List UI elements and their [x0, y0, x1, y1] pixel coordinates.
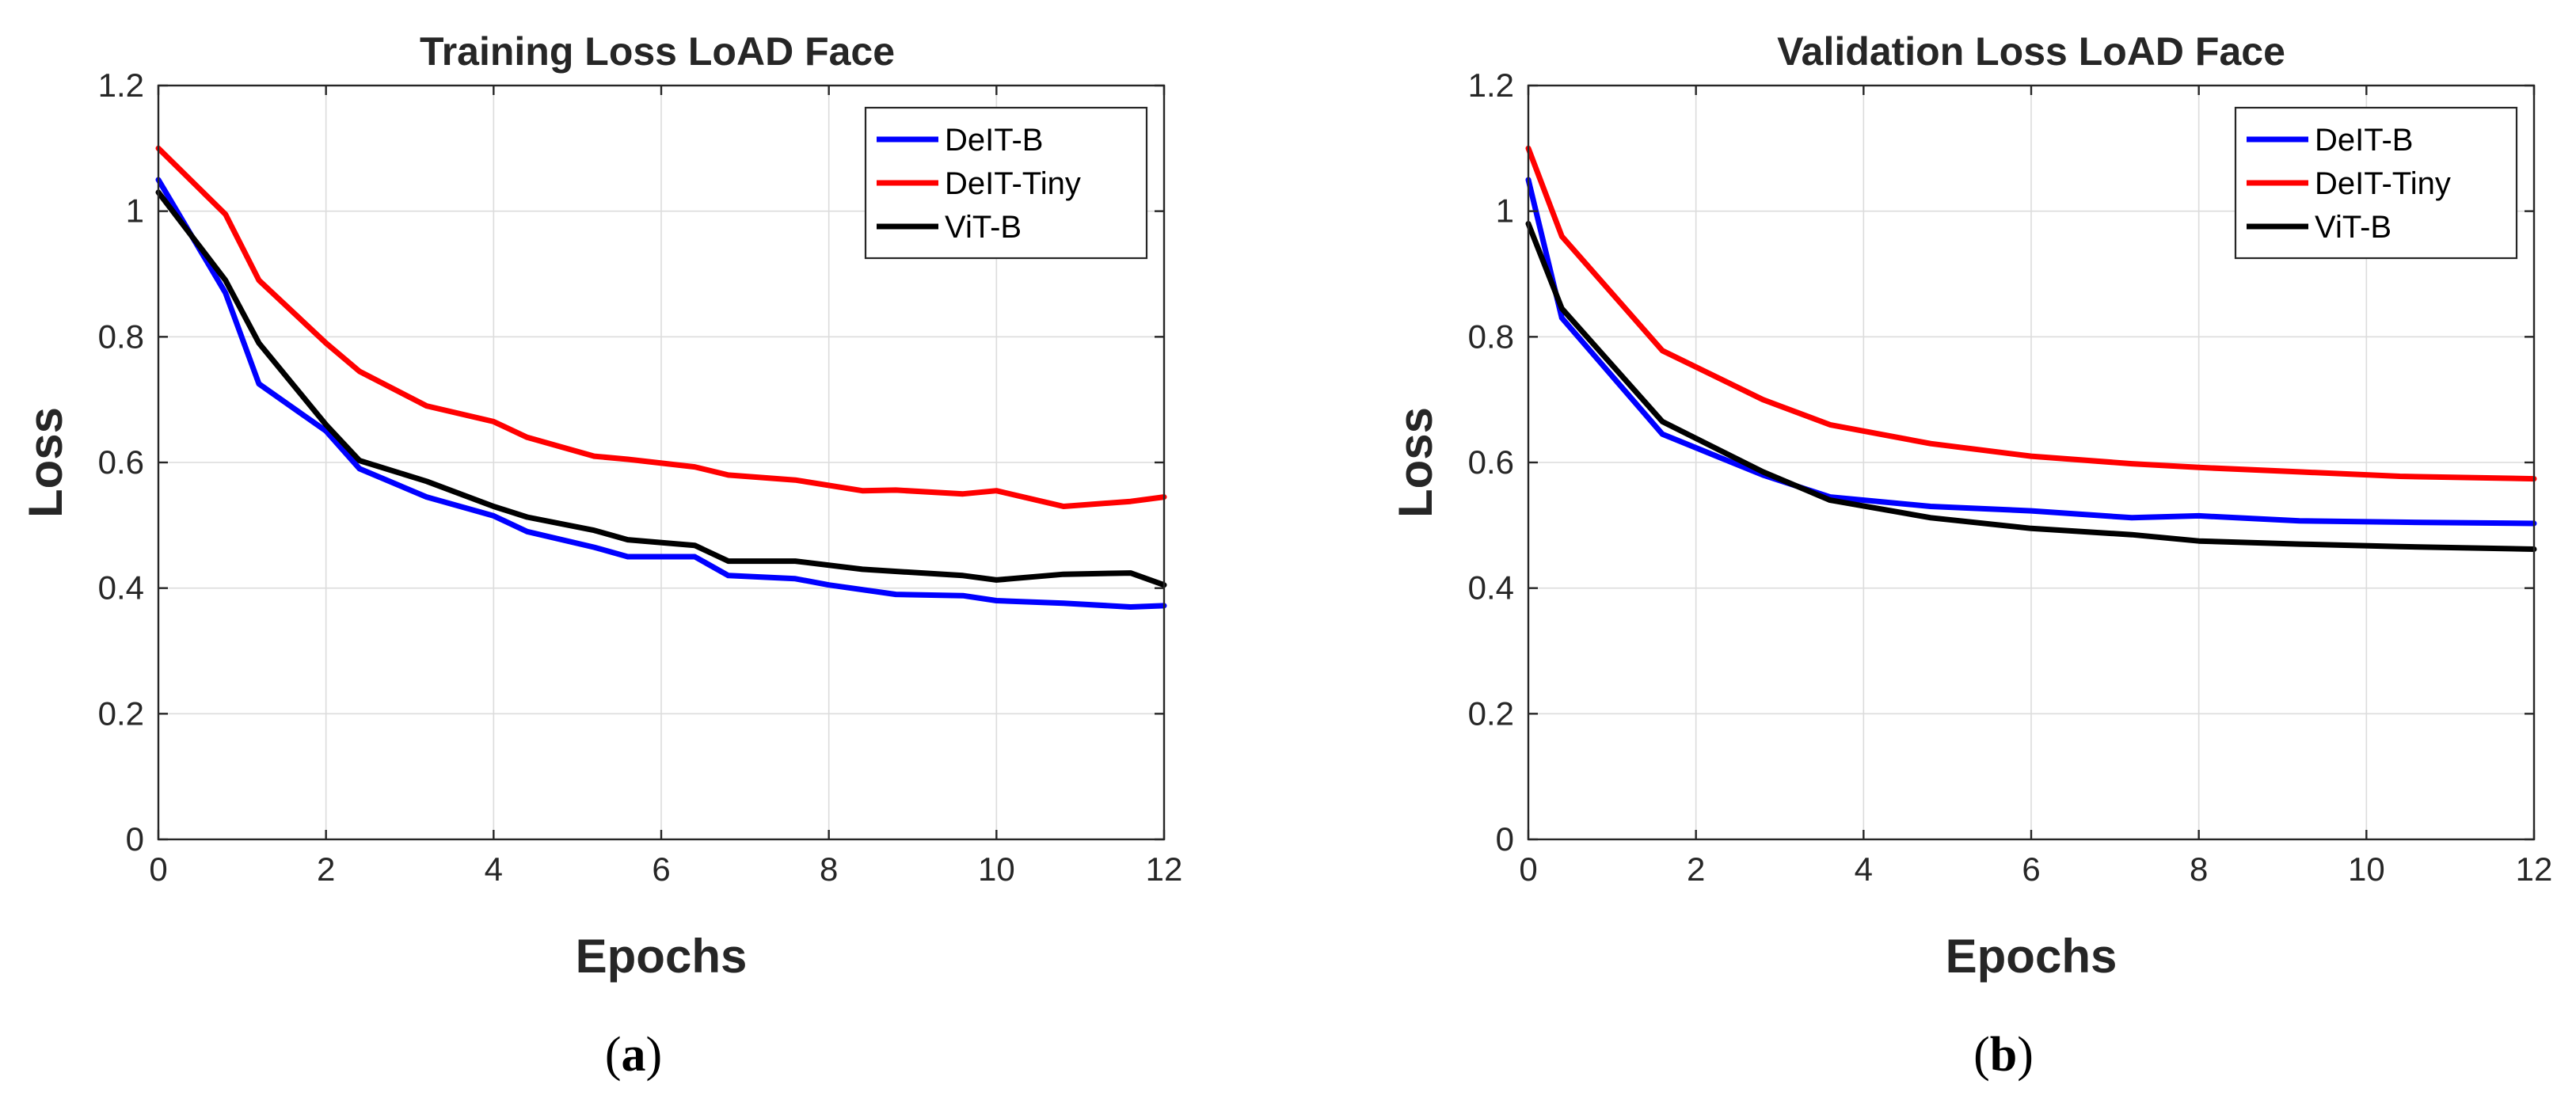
y-tick-label: 0.8 [98, 318, 144, 355]
panel-caption: (b) [1973, 1028, 2034, 1082]
x-tick-label: 6 [2022, 850, 2040, 888]
x-tick-label: 4 [485, 850, 503, 888]
legend-label: DeIT-B [2315, 123, 2413, 158]
x-tick-label: 6 [652, 850, 670, 888]
x-tick-label: 0 [1519, 850, 1537, 888]
y-tick-label: 0.2 [98, 694, 144, 732]
ticks: 0 2 4 6 8 10 12 0 0.2 0.4 0.6 0.8 1 1.2 [98, 67, 1183, 888]
x-tick-label: 0 [149, 850, 167, 888]
series-line-vit-b [155, 189, 1167, 588]
y-tick-label: 0 [126, 820, 144, 858]
x-tick-label: 12 [1146, 850, 1183, 888]
y-tick-label: 0.6 [98, 443, 144, 481]
x-axis-label: Epochs [576, 930, 748, 983]
y-tick-label: 0.6 [1468, 443, 1514, 481]
series-group [1525, 145, 2537, 552]
validation-loss-chart: Validation Loss LoAD Face 0 2 4 6 8 10 1200.20… [1389, 29, 2552, 1082]
series-group [155, 145, 1167, 610]
x-tick-label: 8 [820, 850, 838, 888]
legend-label: ViT-B [2315, 210, 2391, 245]
legend: DeIT-B DeIT-Tiny ViT-B [864, 106, 1148, 260]
chart-title: Training Loss LoAD Face [420, 29, 895, 74]
x-tick-label: 2 [1687, 850, 1705, 888]
series-line-deit-tiny [1525, 145, 2537, 482]
x-tick-label: 10 [2348, 850, 2385, 888]
y-tick-label: 0 [1496, 820, 1514, 858]
x-axis-label: Epochs [1946, 930, 2117, 983]
x-tick-label: 2 [317, 850, 335, 888]
ticks: 0 2 4 6 8 10 12 0 0.2 0.4 0.6 0.8 1 1.2 [1468, 67, 2553, 888]
x-tick-label: 4 [1855, 850, 1873, 888]
panel-caption: (a) [605, 1028, 662, 1082]
legend: DeIT-B DeIT-Tiny ViT-B [2234, 106, 2518, 260]
y-tick-label: 1 [126, 192, 144, 230]
x-tick-label: 10 [978, 850, 1015, 888]
y-tick-label: 0.8 [1468, 318, 1514, 355]
panel-caption-letter: b [1990, 1028, 2017, 1082]
series-line-vit-b [1525, 221, 2537, 552]
series-line-deit-b [155, 177, 1167, 610]
x-tick-label: 8 [2190, 850, 2208, 888]
legend-label: ViT-B [945, 210, 1022, 245]
x-tick-label: 12 [2516, 850, 2553, 888]
legend-label: DeIT-Tiny [2315, 166, 2451, 201]
y-tick-label: 1.2 [98, 67, 144, 104]
chart-title: Validation Loss LoAD Face [1777, 29, 2285, 74]
panel-caption-letter: a [622, 1028, 646, 1082]
series-line-deit-b [1525, 177, 2537, 527]
legend-label: DeIT-B [945, 123, 1043, 158]
y-tick-label: 0.4 [1468, 569, 1514, 607]
y-tick-label: 1.2 [1468, 67, 1514, 104]
training-loss-chart: Training Loss LoAD Face 0 2 4 6 8 10 12 0 0.2 0.4… [19, 29, 1182, 1082]
y-axis-label: Loss [19, 407, 72, 518]
y-tick-label: 1 [1496, 192, 1514, 230]
y-axis-label: Loss [1389, 407, 1442, 518]
series-line-deit-tiny [155, 145, 1167, 509]
legend-label: DeIT-Tiny [945, 166, 1081, 201]
y-tick-label: 0.4 [98, 569, 144, 607]
y-tick-label: 0.2 [1468, 694, 1514, 732]
